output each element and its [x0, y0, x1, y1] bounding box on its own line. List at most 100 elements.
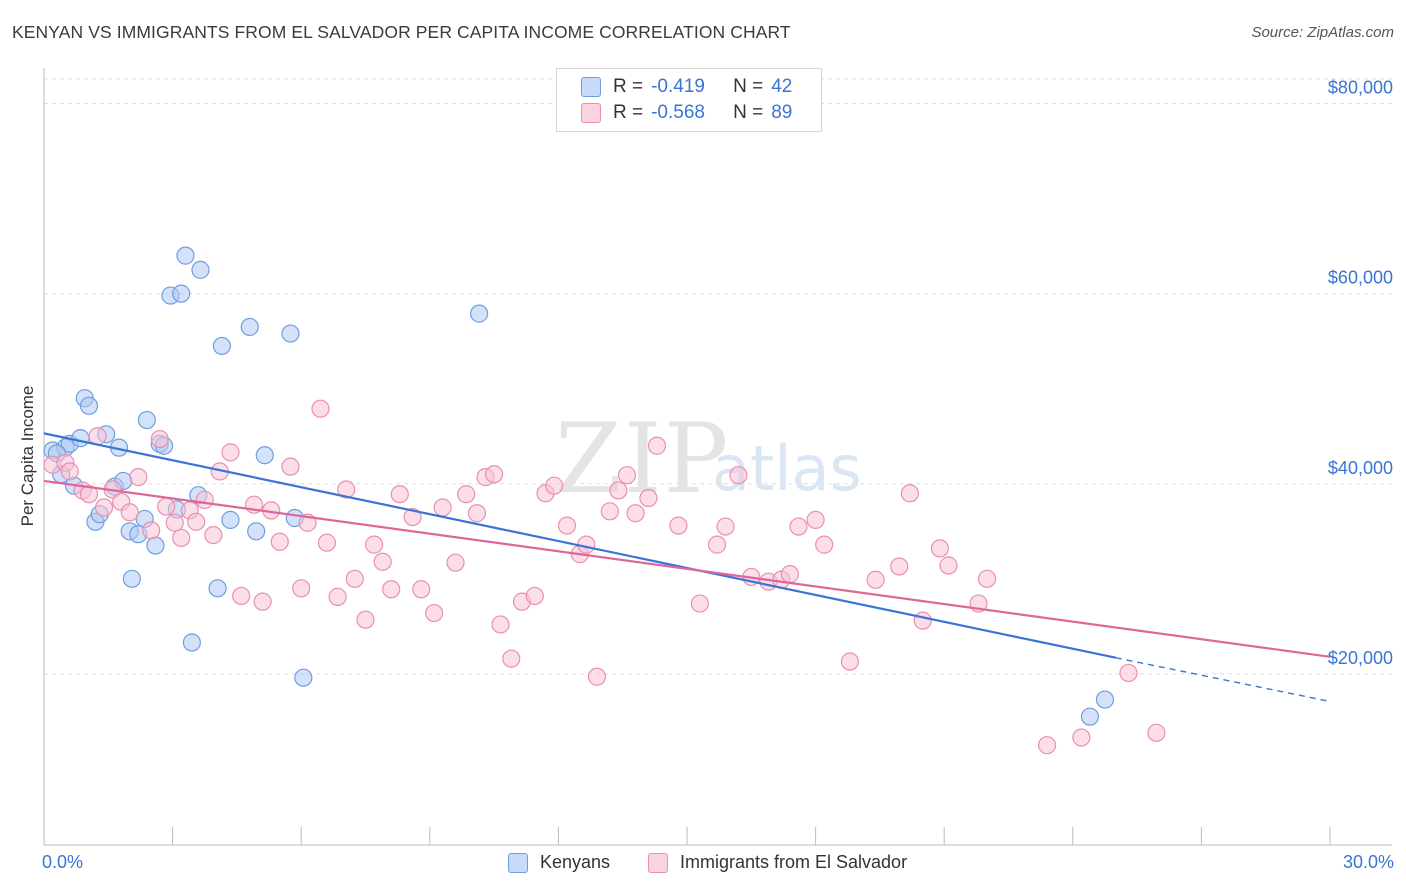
- kenyans-point: [79, 396, 99, 415]
- salvador-point: [232, 586, 251, 606]
- salvador-point: [647, 436, 667, 455]
- legend-label-kenyans: Kenyans: [540, 852, 611, 872]
- legend-swatch-salvador: [648, 852, 668, 873]
- salvador-point: [60, 462, 79, 481]
- chart-title: KENYAN VS IMMIGRANTS FROM EL SALVADOR PE…: [12, 22, 791, 42]
- salvador-point: [328, 587, 347, 606]
- y-tick-label: $80,000: [1328, 78, 1393, 98]
- salvador-point: [789, 517, 808, 536]
- salvador-point: [281, 457, 300, 476]
- y-tick-label: $40,000: [1328, 458, 1393, 478]
- salvador-point: [485, 465, 504, 484]
- salvador-point: [729, 466, 748, 485]
- legend-item-salvador: Immigrants from El Salvador: [648, 852, 907, 873]
- series-legend: Kenyans Immigrants from El Salvador: [0, 852, 1406, 878]
- salvador-point: [502, 649, 521, 668]
- salvador-point: [806, 510, 825, 529]
- legend-swatch-salvador: [581, 103, 601, 123]
- salvador-point: [609, 481, 628, 500]
- legend-n-value: 42: [771, 76, 793, 97]
- legend-row-kenyans: R = -0.419 N = 42: [581, 75, 792, 99]
- salvador-point: [840, 652, 859, 671]
- watermark: ZIP atlas: [555, 403, 862, 515]
- source-credit: Source: ZipAtlas.com: [1251, 24, 1394, 41]
- salvador-point: [467, 504, 487, 523]
- salvador-point: [142, 521, 161, 540]
- trend-lines: [43, 432, 1331, 703]
- salvador-point: [1072, 728, 1091, 747]
- salvador-point: [317, 533, 337, 552]
- salvador-point: [433, 498, 452, 517]
- salvador-point: [424, 603, 444, 623]
- legend-r-value: -0.419: [651, 76, 705, 97]
- salvador-point: [165, 513, 184, 532]
- salvador-point: [204, 525, 223, 545]
- salvador-point: [390, 485, 409, 504]
- salvador-point: [157, 497, 176, 516]
- salvador-point: [345, 569, 364, 588]
- kenyans-point: [172, 284, 191, 303]
- salvador-point: [337, 480, 356, 499]
- kenyans-point: [255, 446, 274, 465]
- kenyans-point: [71, 429, 90, 448]
- salvador-point: [94, 498, 114, 517]
- salvador-point: [1147, 723, 1166, 742]
- grid-lines: [44, 78, 1392, 675]
- salvador-point: [292, 579, 311, 598]
- salvador-point: [900, 484, 920, 503]
- salvador-point: [356, 610, 375, 629]
- legend-item-kenyans: Kenyans: [508, 852, 610, 873]
- salvador-point: [1037, 736, 1057, 755]
- legend-r-label: R =: [613, 76, 644, 97]
- kenyans-point: [208, 579, 227, 598]
- kenyans-point: [1080, 707, 1100, 726]
- salvador-point: [545, 476, 564, 495]
- salvador-point: [491, 615, 510, 634]
- kenyans-point: [247, 522, 266, 541]
- salvador-point: [977, 569, 997, 588]
- salvador-point: [88, 427, 107, 446]
- salvador-point: [617, 466, 637, 485]
- kenyans-point: [281, 324, 300, 343]
- kenyans-point: [212, 336, 231, 356]
- kenyans-point: [146, 536, 165, 555]
- salvador-point: [382, 580, 401, 599]
- salvador-point: [446, 553, 465, 572]
- salvador-point: [913, 611, 932, 630]
- salvador-point: [187, 512, 206, 531]
- legend-n-value: 89: [771, 102, 793, 123]
- kenyans-point: [294, 668, 313, 687]
- kenyans-trend-extension: [1115, 657, 1331, 703]
- kenyans-points: [43, 246, 1115, 726]
- salvador-point: [412, 580, 431, 599]
- salvador-point: [890, 557, 909, 576]
- salvador-point: [716, 517, 735, 536]
- x-tick-max: 30.0%: [1342, 852, 1394, 872]
- salvador-point: [253, 592, 272, 611]
- salvador-point: [150, 429, 169, 449]
- salvador-point: [79, 485, 99, 504]
- salvador-point: [403, 507, 422, 527]
- kenyans-point: [469, 304, 489, 323]
- y-tick-label: $60,000: [1328, 268, 1393, 288]
- salvador-point: [311, 399, 330, 418]
- stats-legend: R = -0.419 N = 42 R = -0.568 N = 89: [556, 68, 822, 132]
- legend-n-label: N =: [733, 102, 764, 123]
- kenyans-point: [182, 633, 201, 652]
- salvador-point: [270, 532, 289, 551]
- salvador-point: [639, 488, 658, 508]
- salvador-point: [600, 502, 619, 521]
- salvador-point: [1119, 663, 1138, 683]
- legend-label-salvador: Immigrants from El Salvador: [680, 852, 908, 872]
- salvador-point: [669, 516, 688, 535]
- salvador-point: [930, 539, 950, 558]
- x-tick-min: 0.0%: [42, 852, 84, 872]
- kenyans-point: [221, 510, 240, 529]
- kenyans-point: [176, 246, 195, 265]
- salvador-point: [626, 504, 645, 523]
- axes: [43, 68, 1392, 846]
- salvador-point: [129, 468, 148, 487]
- salvador-point: [120, 503, 139, 522]
- salvador-point: [690, 594, 709, 613]
- salvador-point: [557, 516, 577, 535]
